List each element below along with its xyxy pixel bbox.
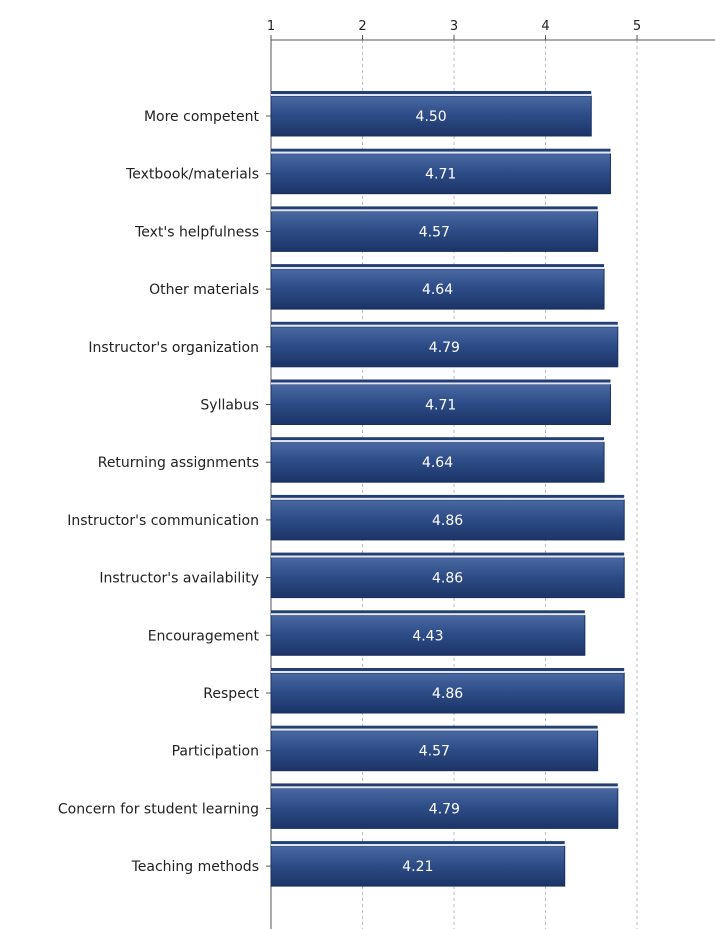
bar-top-edge bbox=[271, 841, 565, 845]
value-label: 4.79 bbox=[429, 801, 460, 817]
category-label: Instructor's organization bbox=[88, 340, 259, 356]
value-label: 4.86 bbox=[432, 571, 463, 587]
bar-top-edge bbox=[271, 321, 618, 325]
category-label: Respect bbox=[203, 686, 259, 702]
bar bbox=[270, 614, 586, 656]
value-label: 4.64 bbox=[422, 282, 453, 298]
bar bbox=[270, 384, 611, 425]
category-label: Textbook/materials bbox=[125, 167, 259, 183]
grid-lines bbox=[362, 40, 638, 929]
category-label: Concern for student learning bbox=[58, 801, 259, 817]
bar-highlight bbox=[271, 844, 565, 847]
bar bbox=[270, 557, 625, 599]
value-label: 4.86 bbox=[432, 686, 463, 702]
bar bbox=[270, 672, 625, 714]
x-tick-label: 1 bbox=[267, 19, 275, 34]
x-tick-label: 3 bbox=[450, 19, 458, 34]
bar-top-edge bbox=[271, 148, 611, 152]
bar-highlight bbox=[271, 267, 605, 270]
bar-highlight bbox=[271, 786, 618, 789]
bar-top-edge bbox=[271, 552, 625, 556]
bar bbox=[270, 787, 619, 829]
bar-highlight bbox=[271, 497, 625, 500]
value-label: 4.71 bbox=[425, 167, 456, 183]
bar-top-edge bbox=[271, 206, 598, 210]
value-label: 4.57 bbox=[419, 224, 450, 240]
value-label: 4.57 bbox=[419, 744, 450, 760]
labels: 1 2 3 4 5 More competent 4.50 Textbook/material… bbox=[58, 19, 641, 875]
bar bbox=[270, 153, 611, 195]
value-label: 4.64 bbox=[422, 455, 453, 471]
bar-highlight bbox=[271, 382, 611, 385]
bar-top-edge bbox=[271, 783, 618, 787]
bar bbox=[270, 268, 605, 310]
bar bbox=[270, 441, 605, 483]
bar bbox=[270, 730, 599, 772]
bar-top-edge bbox=[271, 668, 625, 671]
bar-highlight bbox=[271, 151, 611, 154]
bar-top-edge bbox=[271, 725, 598, 729]
bar-highlight bbox=[271, 728, 598, 731]
x-tick-label: 5 bbox=[633, 19, 641, 34]
bar-highlight bbox=[271, 94, 592, 96]
category-label: Syllabus bbox=[200, 398, 259, 414]
bar-highlight bbox=[271, 613, 585, 616]
category-label: Other materials bbox=[149, 282, 259, 298]
value-label: 4.79 bbox=[429, 340, 460, 356]
value-label: 4.86 bbox=[432, 513, 463, 529]
value-label: 4.43 bbox=[412, 628, 443, 644]
bar bbox=[270, 210, 599, 252]
x-tick-label: 2 bbox=[358, 19, 366, 34]
bar-top-edge bbox=[271, 437, 605, 441]
bars bbox=[270, 91, 625, 887]
category-label: Text's helpfulness bbox=[134, 224, 259, 240]
bar-top-edge bbox=[271, 610, 585, 614]
value-label: 4.50 bbox=[416, 109, 447, 125]
bar bbox=[270, 845, 566, 887]
value-label: 4.71 bbox=[425, 398, 456, 414]
bar-highlight bbox=[271, 324, 618, 327]
bar-highlight bbox=[271, 440, 605, 443]
bar bbox=[270, 499, 625, 541]
x-tick-label: 4 bbox=[541, 19, 549, 34]
bar bbox=[270, 95, 592, 137]
bar-top-edge bbox=[271, 264, 605, 268]
value-label: 4.21 bbox=[402, 859, 433, 875]
category-label: Instructor's communication bbox=[67, 513, 259, 529]
bar-highlight bbox=[271, 555, 625, 558]
category-label: Participation bbox=[172, 744, 259, 760]
category-label: Returning assignments bbox=[98, 455, 259, 471]
bar-highlight bbox=[271, 209, 598, 212]
category-label: Instructor's availability bbox=[99, 571, 259, 587]
bar-top-edge bbox=[271, 91, 592, 94]
category-label: More competent bbox=[144, 109, 260, 125]
category-label: Teaching methods bbox=[131, 859, 259, 875]
category-label: Encouragement bbox=[148, 628, 260, 644]
bar-top-edge bbox=[271, 494, 625, 498]
bar-top-edge bbox=[271, 379, 611, 383]
bar-highlight bbox=[271, 671, 625, 673]
